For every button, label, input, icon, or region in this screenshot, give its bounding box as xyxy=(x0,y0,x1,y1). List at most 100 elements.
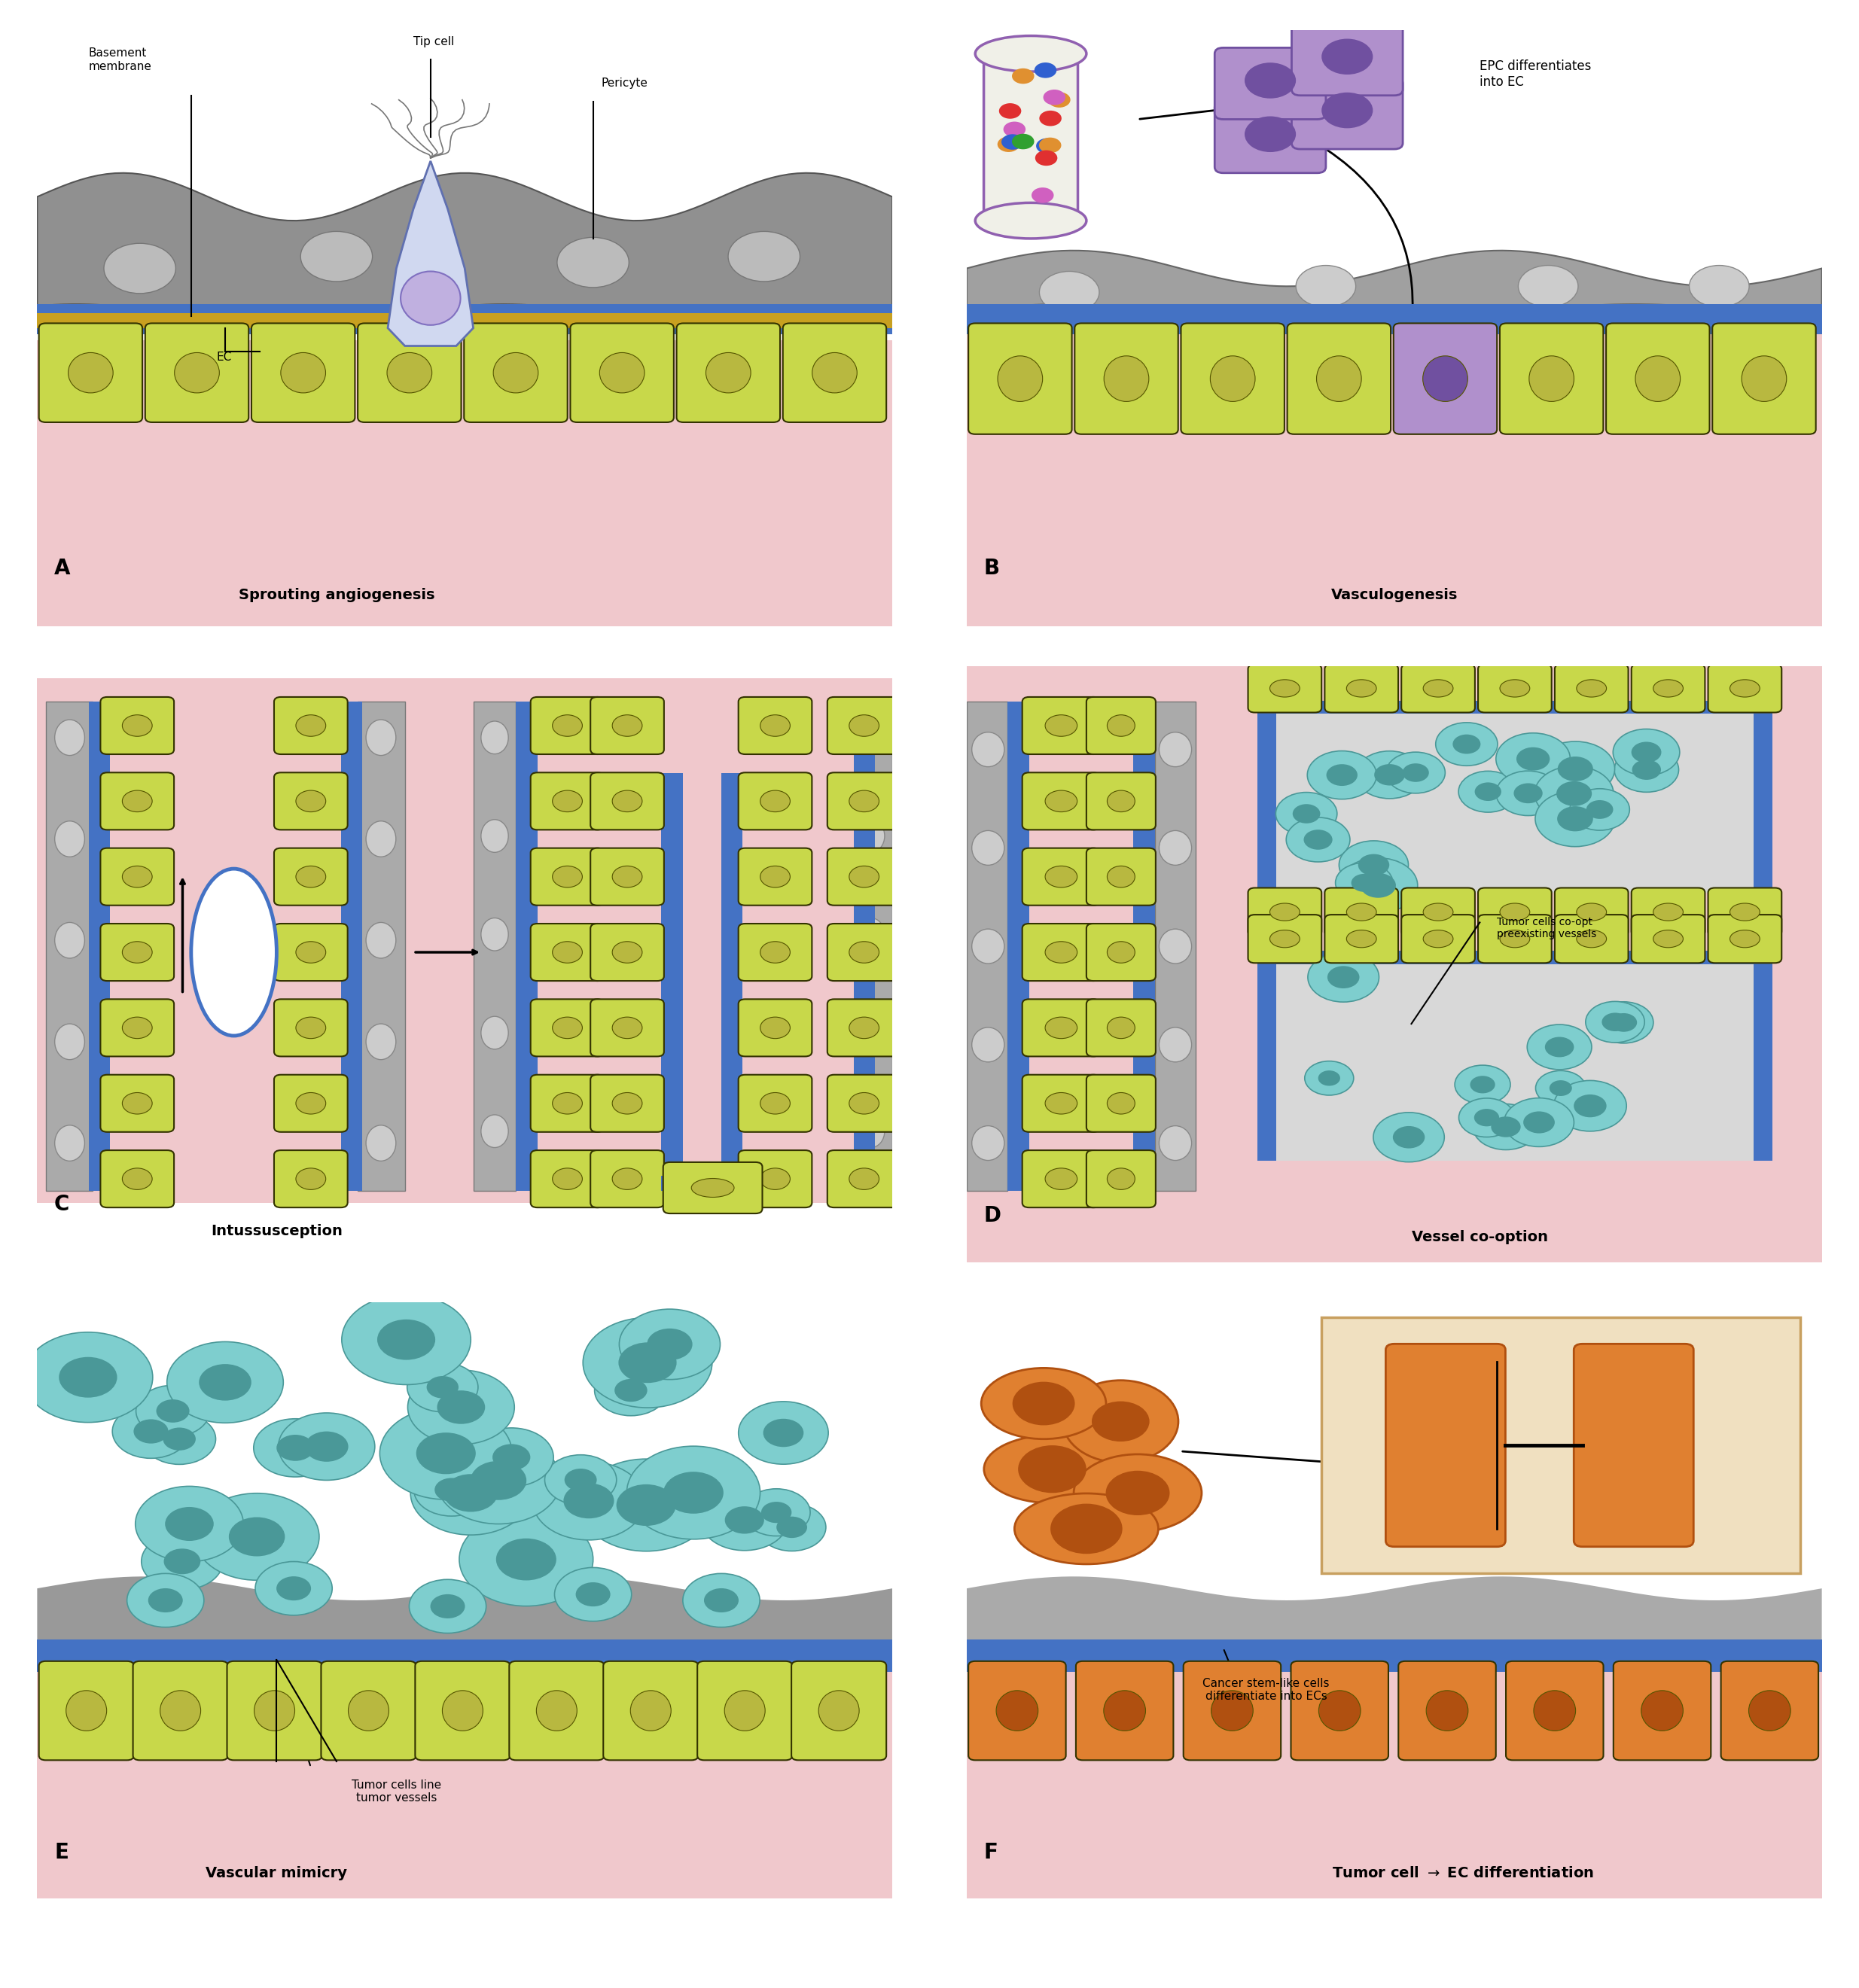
Ellipse shape xyxy=(1160,1125,1192,1161)
FancyBboxPatch shape xyxy=(100,1151,175,1207)
Ellipse shape xyxy=(1500,680,1530,698)
Ellipse shape xyxy=(348,1690,389,1732)
Ellipse shape xyxy=(857,1016,885,1050)
Ellipse shape xyxy=(1653,903,1682,920)
Circle shape xyxy=(647,1328,692,1360)
Ellipse shape xyxy=(1749,1690,1790,1732)
FancyBboxPatch shape xyxy=(1214,101,1325,173)
FancyBboxPatch shape xyxy=(1614,1662,1710,1759)
Circle shape xyxy=(1496,734,1571,785)
Bar xyxy=(662,1177,744,1191)
Circle shape xyxy=(305,1431,348,1461)
Ellipse shape xyxy=(366,1125,396,1161)
Ellipse shape xyxy=(1212,1690,1253,1732)
FancyBboxPatch shape xyxy=(273,773,348,829)
Circle shape xyxy=(1327,966,1359,988)
FancyBboxPatch shape xyxy=(738,849,812,905)
Circle shape xyxy=(1456,1066,1510,1103)
Ellipse shape xyxy=(1424,680,1454,698)
Ellipse shape xyxy=(296,716,325,736)
Bar xyxy=(37,304,892,334)
FancyBboxPatch shape xyxy=(1712,324,1816,433)
FancyBboxPatch shape xyxy=(1184,1662,1281,1759)
Circle shape xyxy=(104,243,177,294)
Circle shape xyxy=(1335,863,1392,903)
FancyBboxPatch shape xyxy=(273,849,348,905)
Ellipse shape xyxy=(1318,1690,1361,1732)
Circle shape xyxy=(595,1366,667,1415)
Bar xyxy=(1257,700,1277,893)
Ellipse shape xyxy=(1104,356,1149,402)
Circle shape xyxy=(1513,783,1543,803)
Ellipse shape xyxy=(552,1169,582,1189)
Ellipse shape xyxy=(612,1093,641,1113)
Ellipse shape xyxy=(1075,1455,1201,1531)
Circle shape xyxy=(437,1437,561,1525)
FancyBboxPatch shape xyxy=(827,924,902,980)
Bar xyxy=(853,702,876,1191)
FancyBboxPatch shape xyxy=(530,924,604,980)
FancyBboxPatch shape xyxy=(465,324,567,421)
Circle shape xyxy=(626,1445,760,1539)
Circle shape xyxy=(143,1413,216,1465)
FancyBboxPatch shape xyxy=(1554,889,1628,936)
Ellipse shape xyxy=(630,1690,671,1732)
Circle shape xyxy=(377,1320,435,1360)
Ellipse shape xyxy=(983,1435,1121,1503)
Polygon shape xyxy=(37,1576,892,1660)
Bar xyxy=(1257,950,1772,964)
Bar xyxy=(37,1648,892,1899)
Ellipse shape xyxy=(1731,680,1760,698)
Circle shape xyxy=(615,1380,647,1402)
FancyBboxPatch shape xyxy=(1180,324,1285,433)
FancyBboxPatch shape xyxy=(1022,1076,1101,1131)
Ellipse shape xyxy=(972,1028,1004,1062)
Ellipse shape xyxy=(1104,1690,1145,1732)
Circle shape xyxy=(1545,1038,1575,1058)
Ellipse shape xyxy=(1641,1690,1682,1732)
FancyBboxPatch shape xyxy=(1575,1344,1694,1547)
Circle shape xyxy=(565,1469,597,1491)
Circle shape xyxy=(1318,1070,1340,1085)
Ellipse shape xyxy=(1108,1018,1136,1038)
Text: Basement
membrane: Basement membrane xyxy=(89,48,152,72)
Ellipse shape xyxy=(123,942,152,962)
FancyBboxPatch shape xyxy=(1247,664,1322,712)
Circle shape xyxy=(1034,62,1056,78)
Circle shape xyxy=(1011,68,1034,83)
Ellipse shape xyxy=(481,1115,508,1147)
FancyBboxPatch shape xyxy=(1086,698,1156,753)
Circle shape xyxy=(1275,793,1337,835)
FancyBboxPatch shape xyxy=(571,324,673,421)
Bar xyxy=(1257,964,1277,1161)
Ellipse shape xyxy=(123,1093,152,1113)
FancyBboxPatch shape xyxy=(1022,773,1101,829)
FancyBboxPatch shape xyxy=(39,324,143,421)
FancyBboxPatch shape xyxy=(100,1000,175,1056)
FancyBboxPatch shape xyxy=(100,1076,175,1131)
FancyBboxPatch shape xyxy=(827,698,902,753)
Circle shape xyxy=(584,1318,712,1408)
Bar xyxy=(1277,964,1753,1161)
FancyBboxPatch shape xyxy=(227,1662,322,1759)
Ellipse shape xyxy=(600,352,645,394)
Circle shape xyxy=(437,1390,485,1423)
Ellipse shape xyxy=(1576,680,1606,698)
FancyBboxPatch shape xyxy=(1478,914,1552,962)
FancyBboxPatch shape xyxy=(1632,914,1705,962)
Circle shape xyxy=(1536,791,1615,847)
Circle shape xyxy=(1610,1014,1638,1032)
FancyBboxPatch shape xyxy=(591,1000,664,1056)
Ellipse shape xyxy=(760,716,790,736)
Bar xyxy=(721,773,744,1191)
Ellipse shape xyxy=(296,1018,325,1038)
Bar xyxy=(37,314,892,328)
Ellipse shape xyxy=(296,942,325,962)
Ellipse shape xyxy=(612,1169,641,1189)
Circle shape xyxy=(1435,722,1498,765)
Circle shape xyxy=(1491,1117,1521,1137)
Circle shape xyxy=(199,1364,251,1402)
FancyBboxPatch shape xyxy=(1086,924,1156,980)
Circle shape xyxy=(253,1419,336,1477)
Ellipse shape xyxy=(1045,1093,1076,1113)
